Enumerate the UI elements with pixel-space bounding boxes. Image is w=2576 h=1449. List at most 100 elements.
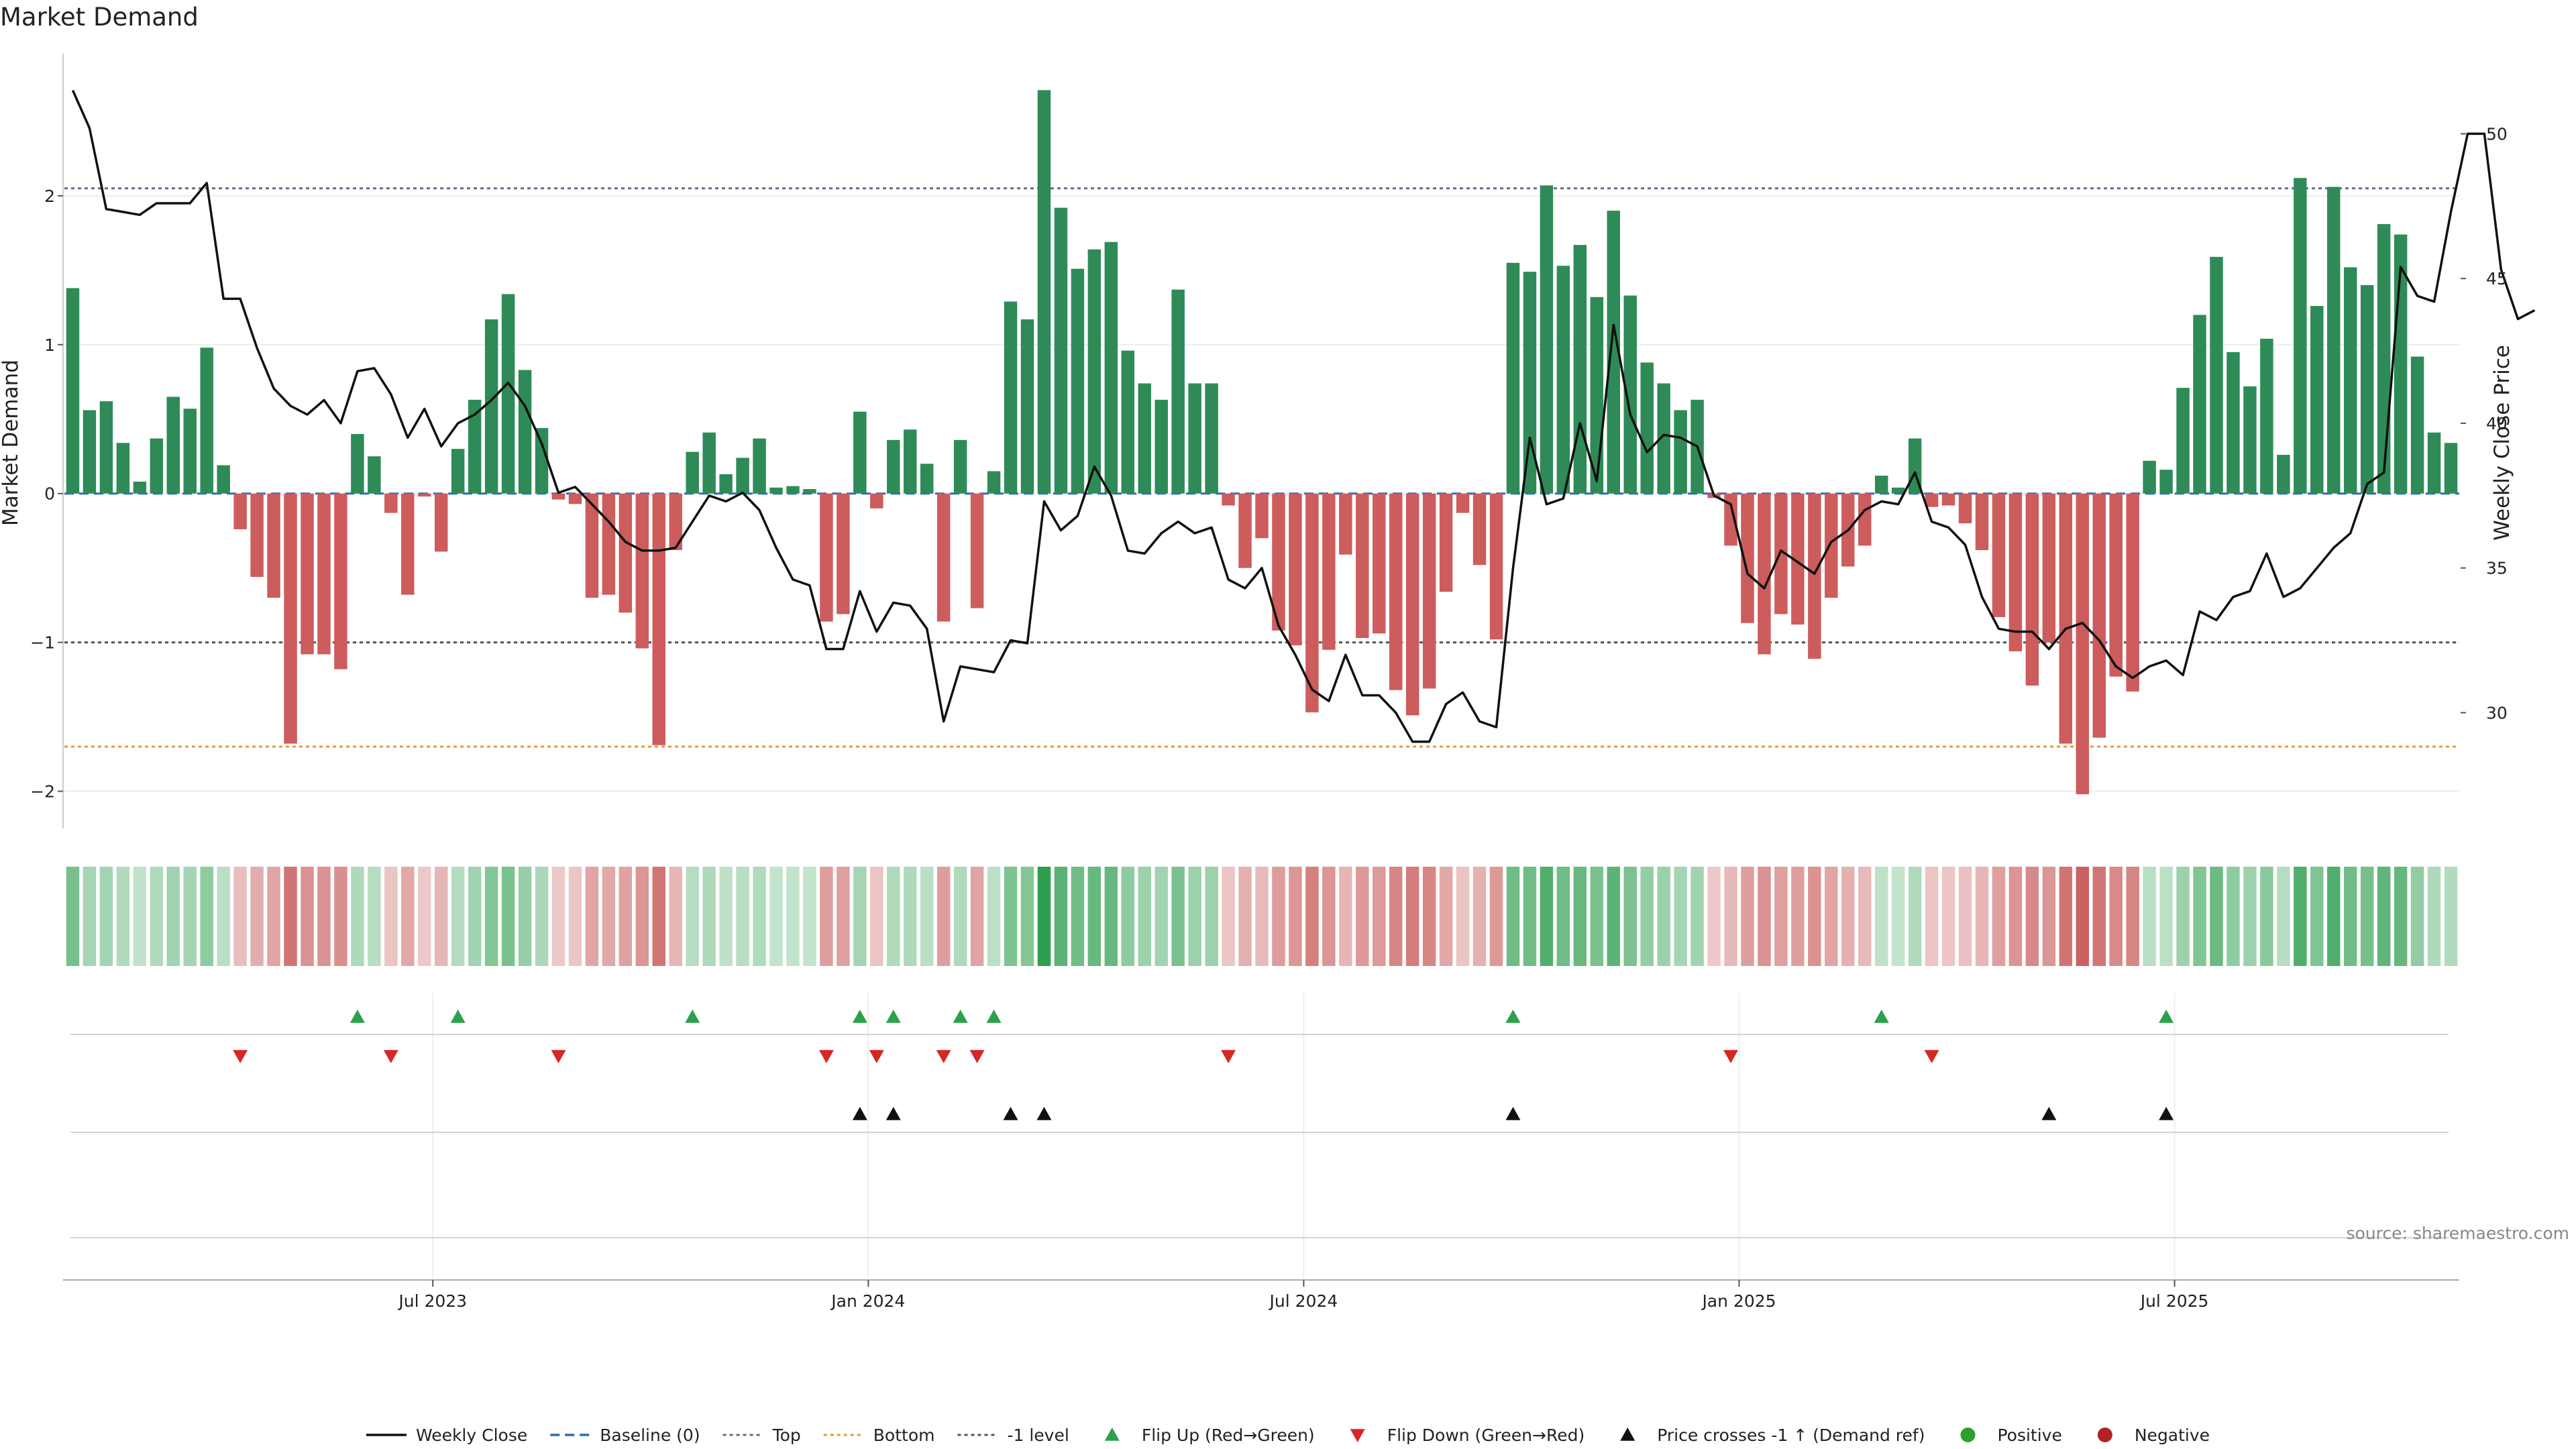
heat-cell	[468, 867, 482, 966]
demand-bar	[2310, 306, 2324, 494]
heat-cell	[887, 867, 900, 966]
demand-bar	[83, 410, 97, 494]
demand-bar	[1121, 350, 1135, 494]
demand-bar	[1523, 272, 1537, 494]
heat-cell	[1004, 867, 1018, 966]
heat-cell	[2226, 867, 2240, 966]
demand-bar	[903, 429, 917, 494]
flip-up-marker	[2159, 1010, 2174, 1023]
heat-cell	[1272, 867, 1285, 966]
heat-cell	[1607, 867, 1621, 966]
demand-bar	[368, 456, 381, 494]
heat-cell	[987, 867, 1001, 966]
legend-swatch-dot-marker	[1960, 1428, 1976, 1442]
demand-bar	[602, 493, 616, 595]
heat-cell	[2109, 867, 2123, 966]
y2-tick-label: 45	[2486, 269, 2508, 288]
legend-swatch-dot-marker	[2097, 1428, 2112, 1442]
demand-bar	[2143, 460, 2156, 494]
legend-item: Positive	[1960, 1426, 2062, 1445]
heat-cell	[66, 867, 80, 966]
demand-bar	[1958, 493, 1972, 524]
flip-up-marker	[1874, 1010, 1889, 1023]
heat-cell	[652, 867, 665, 966]
demand-bar	[1389, 493, 1403, 690]
flip-down-marker	[233, 1050, 248, 1063]
heat-cell	[1975, 867, 1989, 966]
close-price-line	[71, 89, 2536, 743]
demand-bar	[1573, 245, 1587, 494]
demand-bar	[1674, 410, 1687, 494]
flip-down-marker	[551, 1050, 566, 1063]
heat-cell	[1238, 867, 1252, 966]
heat-cell	[1389, 867, 1403, 966]
demand-bar	[233, 493, 247, 529]
heat-cell	[183, 867, 197, 966]
heat-cell	[1958, 867, 1972, 966]
heat-cell	[1590, 867, 1604, 966]
price-cross-marker	[885, 1107, 901, 1120]
demand-bar	[1305, 493, 1319, 712]
legend: Weekly Close Baseline (0) Top Bottom -1 leve…	[366, 1426, 2210, 1445]
heat-cell	[2394, 867, 2408, 966]
heat-cell	[2159, 867, 2173, 966]
heat-cell	[753, 867, 766, 966]
flip-up-marker	[885, 1010, 901, 1023]
heat-cell	[619, 867, 633, 966]
heat-cell	[1506, 867, 1520, 966]
heat-cell	[1523, 867, 1537, 966]
time-axis: Jul 2023 Jan 2024 Jul 2024 Jan 2025 Jul 2025	[63, 1279, 2459, 1311]
y-axis-title: Market Demand	[0, 360, 23, 526]
demand-bar	[1858, 493, 1872, 546]
heat-cell	[769, 867, 783, 966]
demand-bar	[970, 493, 984, 608]
demand-bar	[1104, 241, 1118, 494]
demand-bar	[1489, 493, 1503, 640]
legend-swatch-triangle-down	[1350, 1429, 1365, 1442]
flip-up-marker	[953, 1010, 968, 1023]
heat-cell	[1020, 867, 1034, 966]
demand-bar	[669, 493, 682, 551]
heat-cell	[736, 867, 749, 966]
demand-bar	[1087, 249, 1102, 494]
demand-bar	[183, 409, 197, 494]
heat-cell	[484, 867, 498, 966]
demand-bar	[2410, 356, 2424, 494]
demand-bar	[786, 486, 800, 494]
demand-bar	[418, 493, 431, 497]
demand-bar	[920, 464, 934, 494]
heat-cell	[1222, 867, 1235, 966]
demand-bar	[1405, 493, 1419, 716]
legend-label: Flip Up (Red→Green)	[1142, 1426, 1315, 1445]
legend-item: Bottom	[823, 1426, 934, 1445]
demand-bar	[468, 399, 482, 494]
demand-bar	[1540, 185, 1554, 494]
flip-down-marker	[1924, 1050, 1939, 1063]
heat-cell	[2327, 867, 2341, 966]
heat-cell	[953, 867, 967, 966]
demand-bar	[351, 433, 364, 494]
demand-bar	[1255, 493, 1269, 539]
demand-bar	[1891, 487, 1905, 494]
heat-cell	[1992, 867, 2006, 966]
heat-cell	[1674, 867, 1687, 966]
heat-cell	[837, 867, 850, 966]
heat-cell	[920, 867, 934, 966]
demand-bar	[1373, 493, 1386, 634]
demand-bar	[2294, 178, 2307, 494]
heat-cell	[1456, 867, 1470, 966]
demand-bar	[870, 493, 883, 508]
heat-cell	[602, 867, 616, 966]
heat-cell	[1874, 867, 1888, 966]
heat-cell	[1774, 867, 1788, 966]
heat-cell	[1741, 867, 1754, 966]
demand-bars	[66, 90, 2458, 794]
heat-cell	[719, 867, 733, 966]
demand-bar	[2076, 493, 2090, 794]
demand-bar	[1138, 383, 1151, 494]
heat-cell	[853, 867, 867, 966]
demand-bar	[501, 294, 515, 494]
flip-down-marker	[383, 1050, 398, 1063]
heat-cell	[1104, 867, 1118, 966]
heat-cell	[1472, 867, 1487, 966]
